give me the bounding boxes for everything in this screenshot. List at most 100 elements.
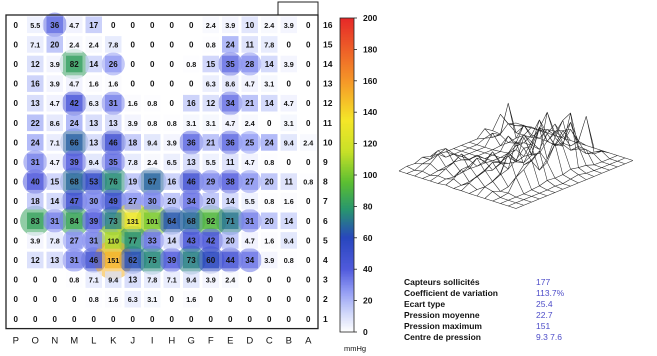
heatmap-value: 0 bbox=[14, 276, 19, 285]
heatmap-value: 66 bbox=[70, 138, 79, 147]
heatmap-value: 6.3 bbox=[206, 80, 216, 89]
heatmap-value: 7.1 bbox=[89, 276, 99, 285]
heatmap-value: 31 bbox=[109, 99, 118, 108]
heatmap-value: 82 bbox=[70, 60, 79, 69]
heatmap-value: 0 bbox=[248, 315, 253, 324]
heatmap-value: 0 bbox=[306, 21, 311, 30]
heatmap-value: 1.6 bbox=[89, 80, 99, 89]
heatmap-value: 1.6 bbox=[264, 236, 274, 245]
heatmap-value: 12 bbox=[31, 60, 40, 69]
heatmap-value: 42 bbox=[206, 236, 215, 245]
stat-value: 22.7 bbox=[536, 310, 553, 321]
colorbar-tick-label: 80 bbox=[363, 201, 373, 211]
heatmap-value: 2.4 bbox=[147, 158, 157, 167]
heatmap-value: 4.7 bbox=[245, 80, 255, 89]
heatmap-column-label: O bbox=[32, 336, 39, 347]
heatmap-value: 0.8 bbox=[264, 197, 274, 206]
heatmap-value: 0 bbox=[14, 295, 19, 304]
heatmap-row-label: 4 bbox=[323, 255, 328, 265]
heatmap-row-label: 12 bbox=[323, 98, 333, 108]
heatmap-row-label: 13 bbox=[323, 79, 333, 89]
heatmap-value: 64 bbox=[167, 217, 176, 226]
heatmap-value: 3.9 bbox=[167, 138, 177, 147]
heatmap-value: 0 bbox=[306, 217, 311, 226]
heatmap-value: 9.4 bbox=[284, 236, 294, 245]
heatmap-row-label: 10 bbox=[323, 137, 333, 147]
heatmap-value: 0.8 bbox=[284, 256, 294, 265]
heatmap-column-label: J bbox=[130, 336, 135, 347]
heatmap-value: 1.6 bbox=[186, 295, 196, 304]
heatmap-value: 0 bbox=[287, 276, 292, 285]
stat-row-coefficient: Coefficient de variation 113.7% bbox=[404, 288, 634, 299]
heatmap-value: 2.4 bbox=[225, 276, 235, 285]
heatmap-row-label: 15 bbox=[323, 39, 333, 49]
heatmap-row-label: 1 bbox=[323, 314, 328, 324]
heatmap-value: 151 bbox=[107, 256, 119, 265]
heatmap-value: 0 bbox=[170, 60, 175, 69]
heatmap-value: 3.1 bbox=[264, 80, 274, 89]
heatmap-value: 0 bbox=[111, 21, 116, 30]
heatmap-value: 46 bbox=[187, 178, 196, 187]
heatmap-value: 16 bbox=[31, 80, 40, 89]
heatmap-value: 5.5 bbox=[245, 197, 255, 206]
heatmap-value: 31 bbox=[70, 256, 79, 265]
heatmap-row-label: 16 bbox=[323, 20, 333, 30]
heatmap-value: 27 bbox=[128, 197, 137, 206]
heatmap-value: 27 bbox=[245, 178, 254, 187]
heatmap-value: 0 bbox=[248, 295, 253, 304]
heatmap-value: 0.8 bbox=[69, 276, 79, 285]
heatmap-value: 0 bbox=[306, 315, 311, 324]
stat-value: 177 bbox=[536, 277, 550, 288]
heatmap-value: 0 bbox=[306, 60, 311, 69]
heatmap-value: 2.4 bbox=[264, 21, 274, 30]
heatmap-value: 5.5 bbox=[206, 158, 216, 167]
heatmap-value: 20 bbox=[206, 197, 215, 206]
heatmap-value: 0 bbox=[14, 80, 19, 89]
heatmap-value: 0 bbox=[14, 217, 19, 226]
colorbar-tick-label: 180 bbox=[363, 44, 377, 54]
heatmap-value: 20 bbox=[265, 178, 274, 187]
heatmap-value: 0.8 bbox=[186, 60, 196, 69]
heatmap-value: 73 bbox=[109, 217, 118, 226]
heatmap-column-label: E bbox=[227, 336, 233, 347]
heatmap-value: 110 bbox=[107, 236, 119, 245]
heatmap-value: 0 bbox=[287, 40, 292, 49]
heatmap-value: 15 bbox=[206, 60, 215, 69]
heatmap-value: 3.9 bbox=[206, 276, 216, 285]
heatmap-value: 0 bbox=[53, 315, 58, 324]
heatmap-value: 15 bbox=[50, 178, 59, 187]
heatmap-value: 0.8 bbox=[303, 178, 313, 187]
heatmap-value: 0 bbox=[14, 178, 19, 187]
stat-value: 151 bbox=[536, 321, 550, 332]
stat-value: 9.3 7.6 bbox=[536, 332, 562, 343]
heatmap-value: 0 bbox=[287, 315, 292, 324]
heatmap-column-label: L bbox=[91, 336, 96, 347]
heatmap-column-label: C bbox=[266, 336, 273, 347]
heatmap-value: 4.7 bbox=[284, 99, 294, 108]
heatmap-value: 4.7 bbox=[50, 99, 60, 108]
heatmap-value: 20 bbox=[265, 217, 274, 226]
heatmap-value: 0 bbox=[267, 119, 272, 128]
heatmap-value: 92 bbox=[206, 217, 215, 226]
heatmap-value: 36 bbox=[226, 138, 235, 147]
heatmap-value: 68 bbox=[70, 178, 79, 187]
heatmap-column-label: H bbox=[168, 336, 175, 347]
heatmap-value: 101 bbox=[146, 217, 158, 226]
heatmap-value: 1.6 bbox=[128, 99, 138, 108]
heatmap-value: 40 bbox=[31, 178, 40, 187]
heatmap-value: 16 bbox=[187, 99, 196, 108]
heatmap-value: 13 bbox=[128, 276, 137, 285]
heatmap-value: 38 bbox=[226, 178, 235, 187]
heatmap-value: 0 bbox=[72, 315, 77, 324]
heatmap-value: 3.9 bbox=[264, 256, 274, 265]
heatmap-value: 36 bbox=[50, 21, 59, 30]
heatmap-value: 35 bbox=[109, 158, 118, 167]
pressure-surface-plot bbox=[399, 103, 633, 208]
heatmap-value: 46 bbox=[89, 256, 98, 265]
heatmap-value: 0 bbox=[150, 40, 155, 49]
heatmap-value: 9.4 bbox=[147, 138, 157, 147]
heatmap-value: 8.6 bbox=[50, 119, 60, 128]
heatmap-value: 9.4 bbox=[284, 138, 294, 147]
heatmap-value: 0 bbox=[170, 99, 175, 108]
heatmap-column-label: B bbox=[286, 336, 292, 347]
